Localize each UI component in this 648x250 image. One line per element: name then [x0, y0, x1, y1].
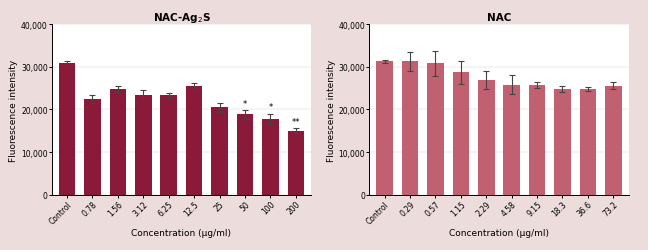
Bar — [452, 73, 469, 195]
Bar — [605, 86, 621, 195]
Bar — [478, 81, 494, 195]
Bar — [503, 85, 520, 195]
Title: NAC-Ag$_2$S: NAC-Ag$_2$S — [152, 11, 211, 25]
Bar — [262, 119, 279, 195]
Bar — [186, 86, 202, 195]
Bar — [237, 115, 253, 195]
Bar — [554, 89, 571, 195]
Text: *: * — [243, 99, 247, 108]
Text: **: ** — [292, 117, 300, 126]
Bar — [211, 108, 228, 195]
Bar — [376, 62, 393, 195]
Bar — [580, 90, 596, 195]
Title: NAC: NAC — [487, 13, 511, 23]
Text: *: * — [268, 103, 273, 112]
Bar — [59, 64, 75, 195]
Bar — [402, 62, 418, 195]
Bar — [84, 100, 100, 195]
X-axis label: Concentration (μg/ml): Concentration (μg/ml) — [449, 228, 549, 237]
Bar — [161, 96, 177, 195]
Y-axis label: Fluorescence intensity: Fluorescence intensity — [9, 59, 18, 161]
Bar — [135, 95, 152, 195]
Bar — [110, 90, 126, 195]
Bar — [288, 131, 304, 195]
Bar — [529, 85, 546, 195]
Bar — [427, 64, 444, 195]
X-axis label: Concentration (μg/ml): Concentration (μg/ml) — [132, 228, 231, 237]
Y-axis label: Fluorescence intensity: Fluorescence intensity — [327, 59, 336, 161]
